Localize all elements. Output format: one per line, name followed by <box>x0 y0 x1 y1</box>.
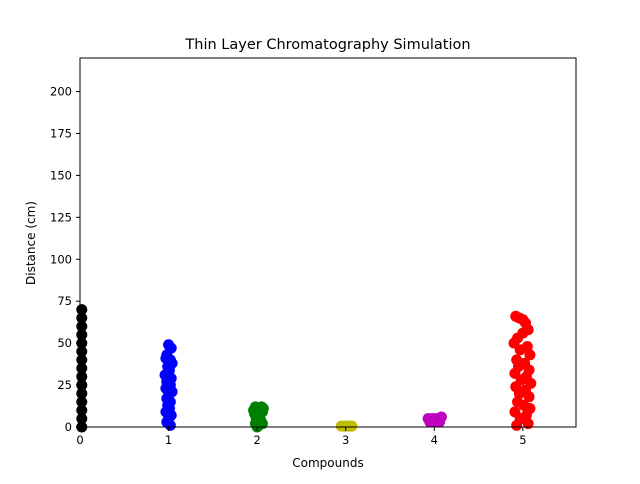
series-0 <box>76 304 88 433</box>
x-tick-label: 5 <box>519 433 526 447</box>
x-tick-label: 4 <box>431 433 438 447</box>
data-point <box>76 337 88 349</box>
series-2 <box>248 401 269 433</box>
data-point <box>76 404 88 416</box>
data-point <box>346 420 358 432</box>
y-tick-label: 150 <box>50 168 72 182</box>
plot-frame <box>79 57 577 428</box>
y-tick-label: 25 <box>57 378 72 392</box>
data-point <box>523 391 535 403</box>
y-tick-label: 175 <box>50 126 72 140</box>
data-point <box>76 312 88 324</box>
data-point <box>76 346 88 358</box>
x-tick-label: 2 <box>253 433 260 447</box>
data-point <box>164 419 176 431</box>
data-point <box>522 418 534 430</box>
data-point <box>511 419 523 431</box>
x-tick-label: 1 <box>165 433 172 447</box>
data-point <box>76 304 88 316</box>
series-1 <box>159 339 178 431</box>
data-point <box>76 371 88 383</box>
y-tick-label: 0 <box>65 420 72 434</box>
x-axis-ticks: 0 1 2 3 4 5 <box>76 427 527 447</box>
series-3 <box>335 420 358 432</box>
data-point <box>513 387 525 399</box>
y-tick-label: 50 <box>57 336 72 350</box>
y-tick-label: 200 <box>50 85 72 99</box>
series-5 <box>508 310 537 431</box>
data-point <box>76 413 88 425</box>
plot-area <box>76 304 537 433</box>
data-point <box>76 320 88 332</box>
data-point <box>76 396 88 408</box>
y-axis-label: Distance (cm) <box>24 201 38 285</box>
data-point <box>76 354 88 366</box>
data-point <box>76 362 88 374</box>
y-tick-label: 100 <box>50 252 72 266</box>
x-tick-label: 3 <box>342 433 349 447</box>
chart-title: Thin Layer Chromatography Simulation <box>184 37 470 53</box>
data-point <box>76 329 88 341</box>
x-axis-label: Compounds <box>292 456 363 470</box>
x-tick-label: 0 <box>76 433 83 447</box>
data-point <box>76 387 88 399</box>
series-4 <box>422 411 447 428</box>
data-point <box>76 379 88 391</box>
y-tick-label: 75 <box>57 294 72 308</box>
y-tick-label: 125 <box>50 210 72 224</box>
data-point <box>514 344 526 356</box>
y-axis-ticks: 0 25 50 75 100 125 150 175 200 <box>50 85 80 434</box>
data-point <box>524 349 536 361</box>
data-point <box>434 416 446 428</box>
